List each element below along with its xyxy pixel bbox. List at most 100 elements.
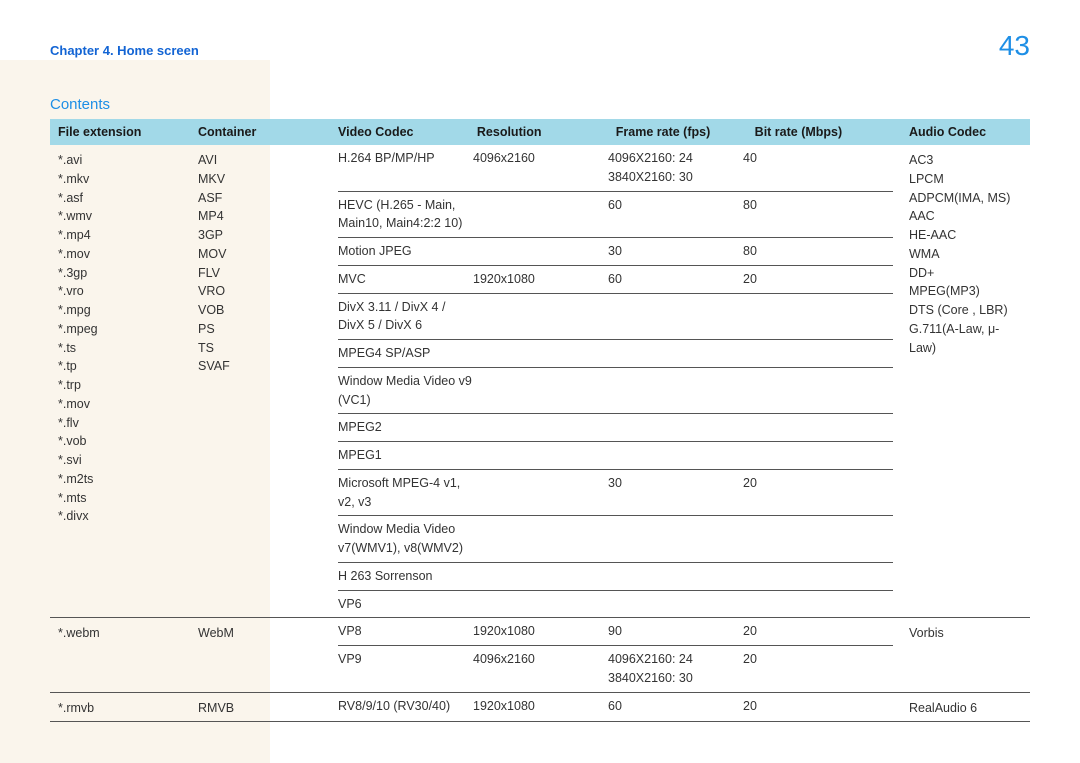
col-resolution: Resolution	[469, 119, 608, 145]
cell-file-extension: *.rmvb	[50, 692, 190, 722]
cell-codec-block: VP81920x10809020VP94096x21604096X2160: 2…	[330, 618, 901, 692]
cell-video-codec: MPEG1	[338, 442, 473, 470]
cell-bitrate	[743, 516, 893, 563]
cell-video-codec: VP6	[338, 591, 473, 618]
codec-row: DivX 3.11 / DivX 4 / DivX 5 / DivX 6	[338, 294, 893, 341]
col-file-extension: File extension	[50, 119, 190, 145]
cell-codec-block: H.264 BP/MP/HP4096x21604096X2160: 243840…	[330, 145, 901, 618]
cell-video-codec: H.264 BP/MP/HP	[338, 145, 473, 192]
codec-table: File extension Container Video Codec Res…	[50, 119, 1030, 722]
col-frame-rate: Frame rate (fps)	[608, 119, 747, 145]
cell-resolution: 4096x2160	[473, 145, 608, 192]
cell-fps: 60	[608, 192, 743, 239]
cell-video-codec: VP8	[338, 618, 473, 646]
page-header: Chapter 4. Home screen 43	[50, 30, 1030, 62]
cell-container: WebM	[190, 618, 330, 692]
codec-row: VP81920x10809020	[338, 618, 893, 646]
codec-row: Window Media Video v9 (VC1)	[338, 368, 893, 415]
cell-fps	[608, 563, 743, 591]
codec-row: MVC1920x10806020	[338, 266, 893, 294]
cell-fps: 60	[608, 693, 743, 720]
cell-bitrate: 20	[743, 470, 893, 517]
cell-video-codec: MPEG2	[338, 414, 473, 442]
table-row: *.webmWebMVP81920x10809020VP94096x216040…	[50, 618, 1030, 692]
cell-resolution	[473, 414, 608, 442]
cell-bitrate	[743, 442, 893, 470]
codec-row: MPEG4 SP/ASP	[338, 340, 893, 368]
cell-bitrate	[743, 368, 893, 415]
codec-row: MPEG1	[338, 442, 893, 470]
codec-row: VP6	[338, 591, 893, 618]
cell-bitrate	[743, 294, 893, 341]
col-bit-rate: Bit rate (Mbps)	[747, 119, 901, 145]
cell-bitrate: 80	[743, 238, 893, 266]
cell-video-codec: MVC	[338, 266, 473, 294]
codec-row: H.264 BP/MP/HP4096x21604096X2160: 243840…	[338, 145, 893, 192]
cell-bitrate: 20	[743, 618, 893, 646]
cell-bitrate	[743, 414, 893, 442]
cell-resolution	[473, 591, 608, 618]
cell-video-codec: Microsoft MPEG-4 v1, v2, v3	[338, 470, 473, 517]
cell-file-extension: *.webm	[50, 618, 190, 692]
cell-video-codec: VP9	[338, 646, 473, 692]
cell-fps	[608, 516, 743, 563]
cell-audio-codec: RealAudio 6	[901, 692, 1030, 722]
table-header-row: File extension Container Video Codec Res…	[50, 119, 1030, 145]
cell-fps	[608, 591, 743, 618]
cell-resolution: 1920x1080	[473, 618, 608, 646]
cell-audio-codec: Vorbis	[901, 618, 1030, 692]
cell-video-codec: H 263 Sorrenson	[338, 563, 473, 591]
col-audio-codec: Audio Codec	[901, 119, 1030, 145]
cell-resolution: 1920x1080	[473, 693, 608, 720]
cell-resolution	[473, 340, 608, 368]
col-container: Container	[190, 119, 330, 145]
cell-bitrate: 20	[743, 266, 893, 294]
cell-video-codec: DivX 3.11 / DivX 4 / DivX 5 / DivX 6	[338, 294, 473, 341]
codec-row: MPEG2	[338, 414, 893, 442]
cell-resolution	[473, 516, 608, 563]
page-number: 43	[999, 30, 1030, 62]
cell-file-extension: *.avi*.mkv*.asf*.wmv*.mp4*.mov*.3gp*.vro…	[50, 145, 190, 618]
cell-fps: 4096X2160: 243840X2160: 30	[608, 145, 743, 192]
cell-resolution: 1920x1080	[473, 266, 608, 294]
codec-row: H 263 Sorrenson	[338, 563, 893, 591]
chapter-link[interactable]: Chapter 4. Home screen	[50, 43, 199, 58]
cell-container: AVIMKVASFMP43GPMOVFLVVROVOBPSTSSVAF	[190, 145, 330, 618]
cell-resolution	[473, 294, 608, 341]
cell-fps	[608, 294, 743, 341]
cell-bitrate: 20	[743, 646, 893, 692]
cell-fps: 30	[608, 470, 743, 517]
codec-row: HEVC (H.265 - Main, Main10, Main4:2:2 10…	[338, 192, 893, 239]
cell-fps	[608, 368, 743, 415]
cell-video-codec: MPEG4 SP/ASP	[338, 340, 473, 368]
cell-fps	[608, 340, 743, 368]
cell-resolution	[473, 470, 608, 517]
cell-resolution	[473, 368, 608, 415]
cell-bitrate: 20	[743, 693, 893, 720]
cell-resolution: 4096x2160	[473, 646, 608, 692]
codec-row: Microsoft MPEG-4 v1, v2, v3 3020	[338, 470, 893, 517]
cell-fps: 30	[608, 238, 743, 266]
cell-bitrate	[743, 591, 893, 618]
cell-container: RMVB	[190, 692, 330, 722]
cell-codec-block: RV8/9/10 (RV30/40)1920x10806020	[330, 692, 901, 722]
cell-video-codec: RV8/9/10 (RV30/40)	[338, 693, 473, 720]
section-title: Contents	[50, 96, 1030, 113]
cell-video-codec: HEVC (H.265 - Main, Main10, Main4:2:2 10…	[338, 192, 473, 239]
cell-video-codec: Window Media Video v9 (VC1)	[338, 368, 473, 415]
cell-fps: 90	[608, 618, 743, 646]
col-video-codec: Video Codec	[330, 119, 469, 145]
cell-resolution	[473, 442, 608, 470]
cell-bitrate	[743, 340, 893, 368]
cell-resolution	[473, 563, 608, 591]
table-row: *.avi*.mkv*.asf*.wmv*.mp4*.mov*.3gp*.vro…	[50, 145, 1030, 618]
codec-row: VP94096x21604096X2160: 243840X2160: 3020	[338, 646, 893, 692]
cell-video-codec: Motion JPEG	[338, 238, 473, 266]
cell-audio-codec: AC3LPCMADPCM(IMA, MS)AACHE-AACWMADD+MPEG…	[901, 145, 1030, 618]
cell-bitrate: 40	[743, 145, 893, 192]
cell-fps	[608, 442, 743, 470]
cell-video-codec: Window Media Video v7(WMV1), v8(WMV2)	[338, 516, 473, 563]
cell-fps: 60	[608, 266, 743, 294]
cell-bitrate	[743, 563, 893, 591]
cell-bitrate: 80	[743, 192, 893, 239]
